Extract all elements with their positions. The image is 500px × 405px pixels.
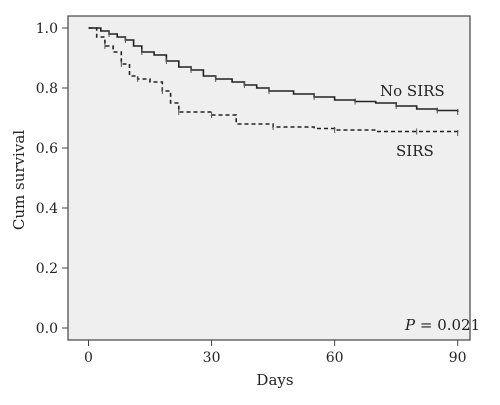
- p-value-text: = 0.021: [415, 316, 480, 334]
- plot-area: [67, 15, 471, 341]
- y-tick-label: 0.8: [36, 81, 58, 97]
- x-tick-label: 30: [203, 350, 221, 366]
- x-tick-label: 90: [449, 350, 467, 366]
- x-axis-title: Days: [256, 371, 293, 389]
- y-tick-label: 0.6: [36, 141, 58, 157]
- y-tick-label: 1.0: [36, 21, 58, 37]
- p-value-annotation: P = 0.021: [404, 316, 480, 334]
- x-tick-label: 0: [84, 350, 93, 366]
- series-label-sirs: SIRS: [396, 142, 434, 160]
- y-tick-label: 0.2: [36, 261, 58, 277]
- series-label-no-sirs: No SIRS: [380, 82, 445, 100]
- p-value-symbol: P: [404, 316, 416, 334]
- y-axis-title: Cum survival: [10, 130, 28, 230]
- y-tick-label: 0.4: [36, 201, 58, 217]
- series-lines: [88, 27, 459, 136]
- y-tick-label: 0.0: [36, 321, 58, 337]
- axis-ticks: 0 30 60 90 0.0 0.2 0.4 0.6 0.8 1.0: [36, 21, 467, 366]
- series-line-no-sirs: [88, 27, 459, 112]
- x-tick-label: 60: [326, 350, 344, 366]
